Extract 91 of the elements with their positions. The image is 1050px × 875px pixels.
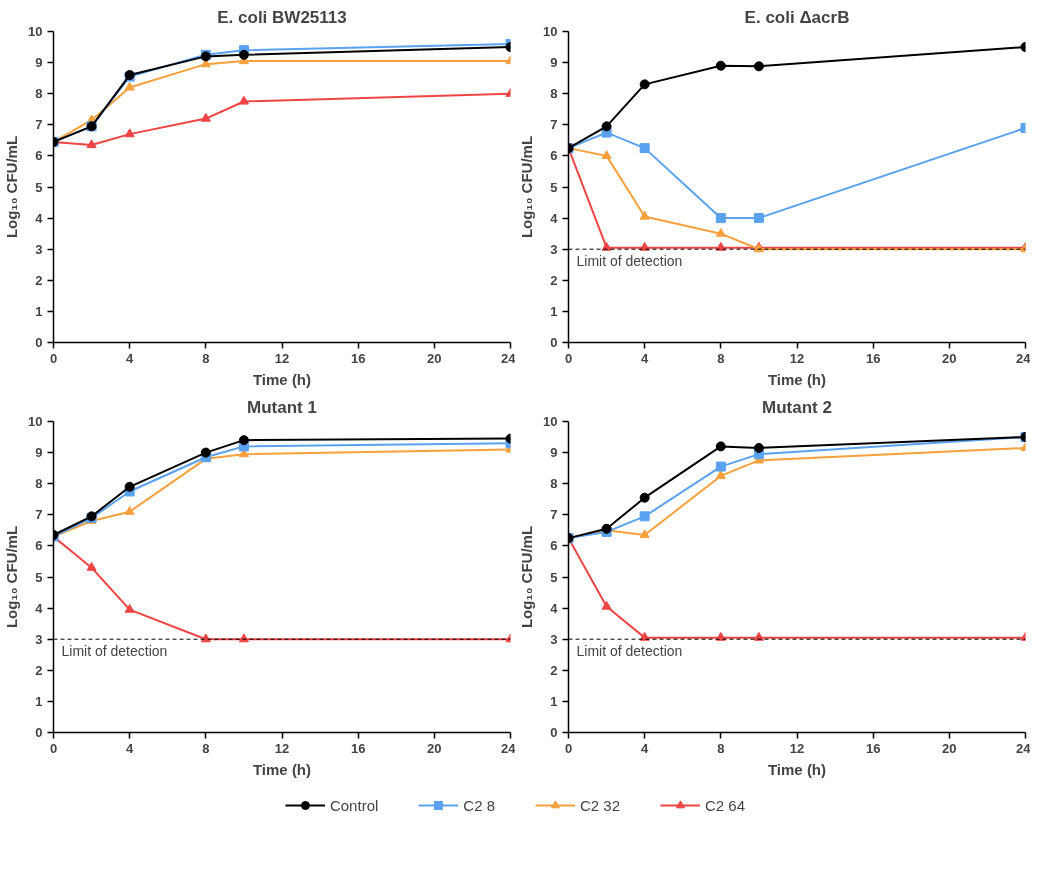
x-tick-label: 20: [427, 350, 442, 366]
y-tick-label: 5: [550, 179, 558, 195]
y-tick-label: 1: [35, 693, 43, 709]
y-tick-label: 3: [550, 241, 558, 257]
y-tick-label: 3: [35, 241, 43, 257]
y-tick-label: 1: [550, 693, 558, 709]
y-tick-label: 9: [550, 55, 558, 71]
x-tick-label: 8: [717, 740, 725, 756]
x-tick-label: 12: [274, 740, 290, 756]
y-tick-label: 2: [550, 272, 558, 288]
y-tick-label: 0: [550, 335, 558, 350]
x-tick-label: 8: [717, 350, 725, 366]
x-tick-label: 24: [501, 740, 517, 756]
y-tick-label: 2: [550, 662, 558, 678]
x-tick-label: 12: [789, 740, 805, 756]
x-tick-label: 20: [942, 740, 957, 756]
y-tick-label: 4: [550, 210, 559, 226]
y-tick-label: 10: [28, 414, 43, 429]
chart-title: Mutant 2: [762, 397, 832, 417]
y-axis-title: Log₁₀ CFU/mL: [3, 525, 21, 629]
x-tick-label: 4: [126, 350, 135, 366]
y-tick-label: 6: [35, 538, 43, 554]
x-tick-label: 4: [641, 350, 650, 366]
x-tick-label: 24: [1016, 350, 1032, 366]
x-tick-label: 12: [274, 350, 290, 366]
y-axis-title: Log₁₀ CFU/mL: [518, 525, 536, 629]
ref-line-label: Limit of detection: [576, 253, 683, 270]
y-tick-label: 8: [550, 476, 558, 492]
y-tick-label: 3: [35, 631, 43, 647]
y-tick-label: 10: [543, 24, 558, 39]
y-tick-label: 9: [35, 445, 43, 461]
x-tick-label: 12: [789, 350, 805, 366]
y-tick-label: 1: [35, 303, 43, 319]
y-tick-label: 0: [35, 725, 43, 740]
y-tick-label: 10: [543, 414, 558, 429]
y-tick-label: 1: [550, 303, 558, 319]
y-tick-label: 8: [35, 86, 43, 102]
legend-label: C2 64: [705, 796, 746, 814]
chart-title: Mutant 1: [247, 397, 317, 417]
y-tick-label: 7: [35, 507, 43, 523]
y-tick-label: 4: [35, 600, 44, 616]
x-tick-label: 16: [350, 740, 366, 756]
x-tick-label: 24: [501, 350, 517, 366]
y-tick-label: 2: [35, 662, 43, 678]
x-axis-title: Time (h): [767, 760, 827, 778]
x-axis-title: Time (h): [767, 370, 827, 388]
y-tick-label: 5: [35, 179, 43, 195]
legend-label: C2 8: [463, 796, 495, 814]
legend-label: Control: [329, 796, 379, 814]
y-tick-label: 10: [28, 24, 43, 39]
y-tick-label: 9: [550, 445, 558, 461]
y-tick-label: 7: [550, 507, 558, 523]
y-tick-label: 6: [35, 148, 43, 164]
ref-line-label: Limit of detection: [576, 643, 683, 660]
y-tick-label: 0: [550, 725, 558, 740]
y-tick-label: 7: [35, 117, 43, 133]
ref-line-label: Limit of detection: [61, 643, 168, 660]
y-tick-label: 8: [550, 86, 558, 102]
y-tick-label: 5: [550, 569, 558, 585]
x-axis-title: Time (h): [252, 760, 312, 778]
x-axis-title: Time (h): [252, 370, 312, 388]
chart-title: E. coli BW25113: [217, 7, 347, 27]
x-tick-label: 16: [350, 350, 366, 366]
y-tick-label: 0: [35, 335, 43, 350]
y-tick-label: 2: [35, 272, 43, 288]
x-tick-label: 8: [202, 350, 210, 366]
y-tick-label: 8: [35, 476, 43, 492]
x-tick-label: 24: [1016, 740, 1032, 756]
y-tick-label: 4: [35, 210, 44, 226]
chart-title: E. coli ΔacrB: [744, 7, 850, 27]
y-tick-label: 3: [550, 631, 558, 647]
y-tick-label: 5: [35, 569, 43, 585]
y-tick-label: 4: [550, 600, 559, 616]
y-tick-label: 6: [550, 148, 558, 164]
y-axis-title: Log₁₀ CFU/mL: [518, 135, 536, 239]
x-tick-label: 0: [49, 740, 58, 756]
y-tick-label: 9: [35, 55, 43, 71]
x-tick-label: 16: [865, 350, 881, 366]
y-tick-label: 6: [550, 538, 558, 554]
x-tick-label: 0: [564, 740, 573, 756]
x-tick-label: 20: [942, 350, 957, 366]
x-tick-label: 20: [427, 740, 442, 756]
x-tick-label: 0: [564, 350, 573, 366]
x-tick-label: 16: [865, 740, 881, 756]
x-tick-label: 0: [49, 350, 58, 366]
x-tick-label: 4: [641, 740, 650, 756]
x-tick-label: 4: [126, 740, 135, 756]
legend-label: C2 32: [579, 796, 621, 814]
y-axis-title: Log₁₀ CFU/mL: [3, 135, 21, 239]
y-tick-label: 7: [550, 117, 558, 133]
x-tick-label: 8: [202, 740, 210, 756]
